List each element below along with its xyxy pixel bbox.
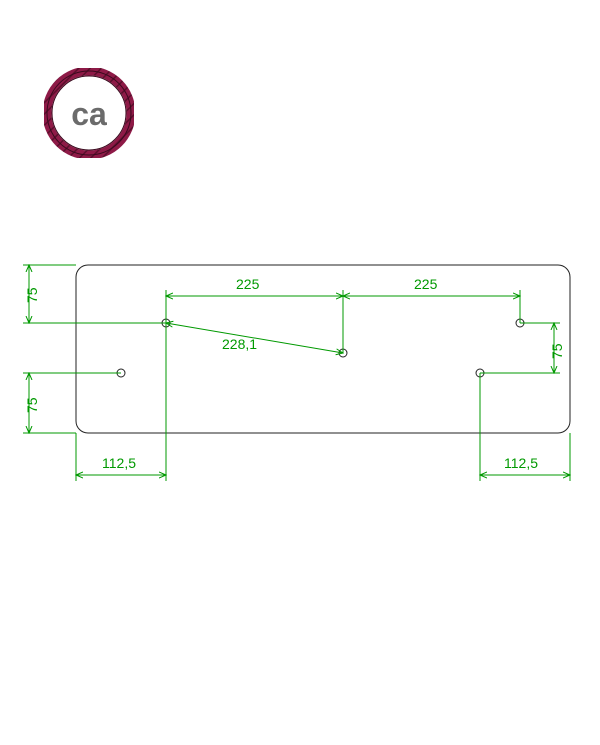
dim-label: 225 — [236, 276, 259, 292]
technical-drawing — [0, 0, 600, 745]
dim-label: 112,5 — [102, 455, 136, 471]
canvas: ca — [0, 0, 600, 745]
dim-label: 75 — [24, 397, 40, 413]
dim-label: 225 — [414, 276, 437, 292]
dim-label: 228,1 — [222, 336, 257, 352]
dimension-lines — [23, 265, 570, 481]
dim-label: 75 — [24, 287, 40, 303]
plate-outline — [76, 265, 570, 433]
dim-label: 112,5 — [504, 455, 538, 471]
dim-label: 75 — [549, 343, 565, 359]
